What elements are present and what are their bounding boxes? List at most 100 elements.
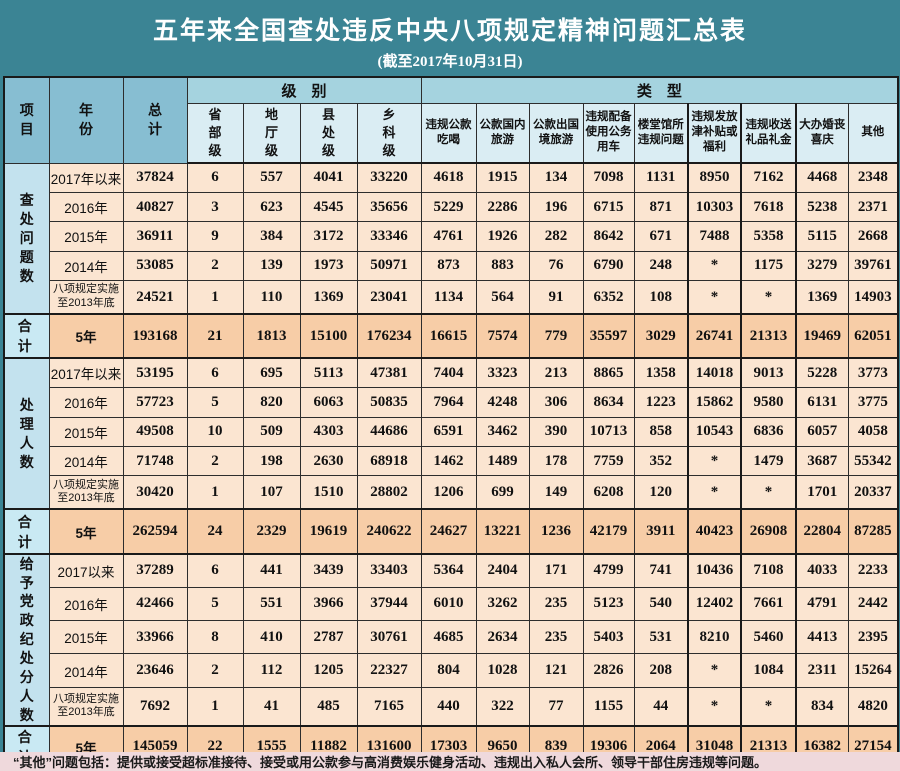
header-level-group: 级 别 (186, 76, 422, 104)
value-cell: 7404 (420, 357, 477, 389)
header-col-banquets: 违规公款 吃喝 (420, 102, 477, 164)
value-cell: 4618 (420, 162, 477, 193)
value-cell: 834 (795, 686, 849, 727)
value-cell: 7964 (420, 387, 477, 418)
value-cell: 4820 (847, 686, 899, 727)
header-group-row: 项 目 年 份 总 计 级 别 类 型 (3, 76, 899, 164)
table-row: 八项规定实施 至2013年底 7692 1 41 485 7165 440 322 77 1155… (4, 686, 899, 727)
value-cell: 120 (633, 475, 689, 510)
total-value-cell: 26741 (687, 313, 742, 360)
header-year: 年 份 (48, 76, 124, 164)
value-cell: 28802 (356, 475, 422, 510)
value-cell: 5403 (582, 620, 635, 655)
total-value-cell: 24 (186, 508, 244, 555)
value-cell: 8210 (687, 620, 742, 655)
value-cell: 564 (475, 280, 530, 315)
value-cell: 6131 (795, 387, 849, 418)
value-cell: 2404 (475, 553, 530, 588)
total-value-cell: 779 (528, 313, 584, 360)
value-cell: * (687, 445, 742, 477)
table-row: 给 予 党 政 纪 处 分 人 数 2017以来 37289 6 441 3439 3340… (3, 553, 899, 727)
value-cell: 1510 (299, 475, 358, 510)
value-cell: 6057 (795, 416, 849, 448)
value-cell: 3462 (475, 416, 530, 448)
total-value-cell: 35597 (582, 313, 635, 360)
value-cell: 53085 (122, 250, 188, 282)
value-cell: 5358 (740, 221, 797, 252)
value-cell: 110 (242, 280, 301, 315)
value-cell: 112 (242, 653, 301, 688)
value-cell: 820 (242, 387, 301, 418)
value-cell: 4041 (299, 162, 358, 193)
year-cell: 2015年 (48, 620, 124, 655)
value-cell: 12402 (687, 586, 742, 622)
value-cell: 3279 (795, 250, 849, 282)
value-cell: 9580 (740, 387, 797, 418)
total-value-cell: 15100 (299, 313, 358, 360)
value-cell: 4468 (795, 162, 849, 193)
value-cell: 623 (242, 191, 301, 223)
value-cell: 1175 (740, 250, 797, 282)
value-cell: 2395 (847, 620, 899, 655)
total-value-cell: 1236 (528, 508, 584, 555)
header-col-overseas-travel: 公款出国 境旅游 (528, 102, 584, 164)
value-cell: 4799 (582, 553, 635, 588)
value-cell: 5 (186, 586, 244, 622)
value-cell: 44686 (356, 416, 422, 448)
value-cell: 3262 (475, 586, 530, 622)
total-value-cell: 240622 (356, 508, 422, 555)
value-cell: 171 (528, 553, 584, 588)
value-cell: 68918 (356, 445, 422, 477)
value-cell: 24521 (122, 280, 188, 315)
value-cell: 15264 (847, 653, 899, 688)
total-value-cell: 3029 (633, 313, 689, 360)
header-col-provincial: 省 部 级 (186, 102, 244, 164)
total-value-cell: 26908 (740, 508, 797, 555)
value-cell: 2 (186, 250, 244, 282)
value-cell: 15862 (687, 387, 742, 418)
value-cell: 7618 (740, 191, 797, 223)
value-cell: 5364 (420, 553, 477, 588)
value-cell: 22327 (356, 653, 422, 688)
value-cell: 6591 (420, 416, 477, 448)
value-cell: 3773 (847, 357, 899, 389)
value-cell: 36911 (122, 221, 188, 252)
total-value-cell: 21313 (740, 313, 797, 360)
value-cell: 41 (242, 686, 301, 727)
value-cell: 178 (528, 445, 584, 477)
total-value-cell: 19619 (299, 508, 358, 555)
year-cell: 2015年 (48, 416, 124, 448)
total-value-cell: 7574 (475, 313, 530, 360)
value-cell: 1358 (633, 357, 689, 389)
value-cell: 1369 (795, 280, 849, 315)
value-cell: 50835 (356, 387, 422, 418)
value-cell: 107 (242, 475, 301, 510)
value-cell: 77 (528, 686, 584, 727)
value-cell: 23041 (356, 280, 422, 315)
value-cell: 235 (528, 620, 584, 655)
value-cell: 509 (242, 416, 301, 448)
value-cell: 2826 (582, 653, 635, 688)
value-cell: 8642 (582, 221, 635, 252)
value-cell: 1205 (299, 653, 358, 688)
total-value-cell: 21 (186, 313, 244, 360)
table-row: 2014年 23646 2 112 1205 22327 804 1028 121 2826 208… (4, 653, 899, 688)
table-row: 2016年 40827 3 623 4545 35656 5229 2286 196 6715 87… (4, 191, 899, 223)
value-cell: 14018 (687, 357, 742, 389)
header-col-domestic-travel: 公款国内 旅游 (475, 102, 530, 164)
value-cell: 306 (528, 387, 584, 418)
value-cell: 1084 (740, 653, 797, 688)
value-cell: 33966 (122, 620, 188, 655)
table-row: 2016年 57723 5 820 6063 50835 7964 4248 306 8634 12… (4, 387, 899, 418)
table-row: 2015年 36911 9 384 3172 33346 4761 1926 282 8642 67… (4, 221, 899, 252)
value-cell: 2 (186, 445, 244, 477)
year-cell: 八项规定实施 至2013年底 (48, 280, 124, 315)
value-cell: 42466 (122, 586, 188, 622)
value-cell: 440 (420, 686, 477, 727)
value-cell: 2442 (847, 586, 899, 622)
value-cell: 384 (242, 221, 301, 252)
header-total: 总 计 (122, 76, 188, 164)
header-sub-row: 省 部 级 地 厅 级 县 处 级 乡 科 级 违规公款 吃喝 公款国内 旅游 … (4, 102, 899, 164)
value-cell: 7162 (740, 162, 797, 193)
value-cell: 3323 (475, 357, 530, 389)
